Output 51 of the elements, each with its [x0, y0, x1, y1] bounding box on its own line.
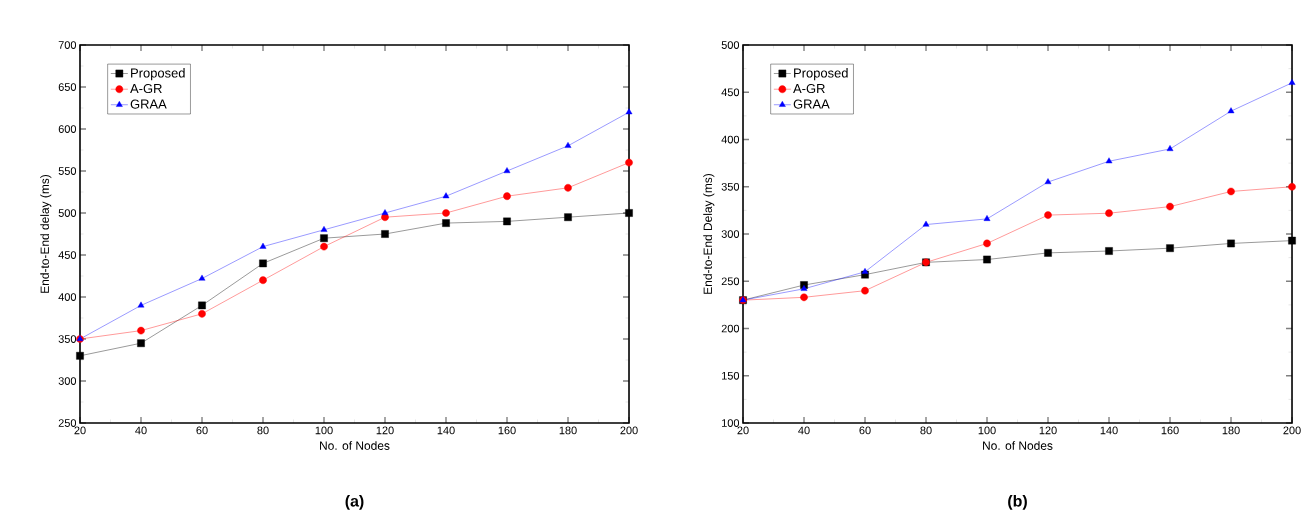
y-tick-label: 150 — [722, 371, 740, 380]
x-tick-label: 120 — [376, 426, 394, 435]
y-tick-label: 400 — [58, 293, 77, 301]
y-tick-label: 650 — [58, 83, 77, 91]
x-tick-label: 180 — [559, 426, 577, 435]
x-tick-label: 80 — [920, 426, 932, 435]
legend-label: Proposed — [131, 68, 185, 81]
y-tick-label: 250 — [58, 419, 77, 427]
y-tick-label: 300 — [58, 377, 77, 385]
y-axis-title: End-to-End Delay (ms) — [703, 173, 715, 294]
x-tick-label: 40 — [135, 426, 147, 435]
x-axis-title: No. of Nodes — [983, 441, 1053, 450]
y-tick-label: 500 — [721, 41, 740, 49]
x-tick-label: 100 — [315, 426, 333, 435]
y-tick-label: 500 — [58, 209, 77, 217]
x-tick-label: 120 — [1039, 426, 1057, 435]
x-tick-label: 200 — [1283, 426, 1301, 435]
y-tick-label: 350 — [58, 335, 77, 343]
x-tick-label: 40 — [798, 426, 810, 435]
y-tick-label: 700 — [58, 41, 77, 49]
x-tick-label: 20 — [74, 426, 86, 435]
y-tick-label: 350 — [721, 182, 740, 191]
legend-label: A-GR — [793, 83, 825, 94]
legend-label: A-GR — [130, 83, 162, 94]
x-tick-label: 160 — [1161, 426, 1179, 435]
y-tick-label: 450 — [58, 251, 77, 259]
text: (b) — [1008, 494, 1027, 510]
y-tick-label: 400 — [721, 135, 740, 144]
x-tick-label: 20 — [737, 426, 749, 435]
y-axis-title: End-to-End delay (ms) — [40, 174, 52, 293]
text: (a) — [345, 494, 364, 510]
x-tick-label: 100 — [978, 426, 996, 435]
y-tick-label: 550 — [58, 167, 77, 175]
y-tick-label: 600 — [58, 125, 77, 133]
legend-label: Proposed — [794, 68, 848, 81]
legend-label: GRAA — [130, 99, 167, 109]
x-tick-label: 60 — [859, 426, 871, 435]
y-tick-label: 300 — [721, 230, 740, 238]
x-tick-label: 80 — [257, 426, 269, 435]
x-tick-label: 200 — [620, 426, 638, 435]
x-axis-title: No. of Nodes — [320, 441, 390, 450]
y-tick-label: 100 — [722, 419, 740, 427]
x-tick-label: 180 — [1222, 426, 1240, 435]
x-tick-label: 140 — [437, 426, 455, 435]
legend-label: GRAA — [793, 99, 830, 109]
x-tick-label: 160 — [498, 426, 516, 435]
x-tick-label: 140 — [1100, 426, 1118, 435]
x-tick-label: 60 — [196, 426, 208, 435]
y-tick-label: 250 — [721, 277, 740, 286]
y-tick-label: 450 — [721, 88, 740, 97]
y-tick-label: 200 — [721, 324, 740, 333]
